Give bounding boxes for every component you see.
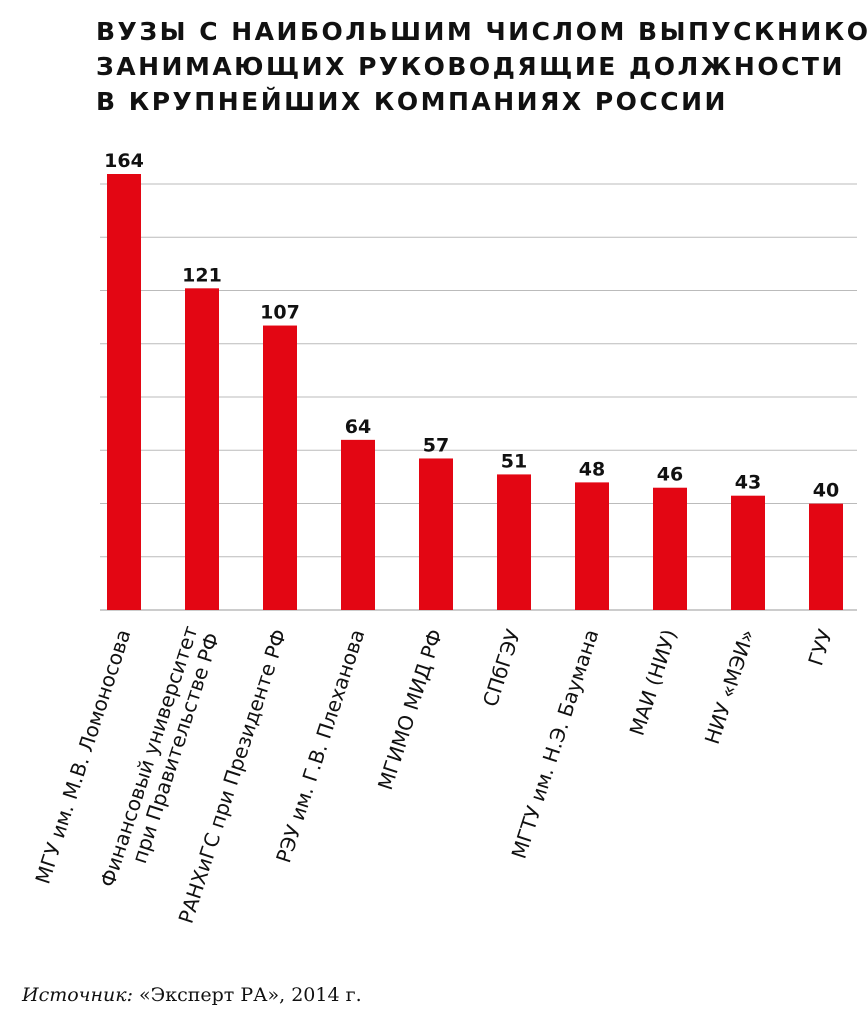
bar-3 xyxy=(341,439,375,610)
category-label-8: НИУ «МЭИ» xyxy=(700,626,760,747)
bar-1 xyxy=(185,288,219,610)
bar-5 xyxy=(497,474,531,610)
value-label-2: 107 xyxy=(260,302,300,324)
value-label-0: 164 xyxy=(104,150,144,172)
chart-title-line-2: ЗАНИМАЮЩИХ РУКОВОДЯЩИЕ ДОЛЖНОСТИ xyxy=(96,52,845,81)
data-labels: 164 121 107 64 57 51 48 46 43 40 xyxy=(104,150,839,502)
bar-7 xyxy=(653,487,687,610)
category-label-9: ГУУ xyxy=(803,626,837,668)
bar-4 xyxy=(419,458,453,610)
value-label-3: 64 xyxy=(345,416,371,438)
gridlines xyxy=(100,183,857,611)
value-label-1: 121 xyxy=(182,264,222,286)
chart-title: ВУЗЫ С НАИБОЛЬШИМ ЧИСЛОМ ВЫПУСКНИКОВ, ЗА… xyxy=(96,14,867,119)
category-label-5-line-0: СПбГЭУ xyxy=(478,626,525,709)
source-label: Источник: xyxy=(22,984,133,1006)
chart-title-line-1: ВУЗЫ С НАИБОЛЬШИМ ЧИСЛОМ ВЫПУСКНИКОВ, xyxy=(96,17,867,46)
value-label-7: 46 xyxy=(657,464,683,486)
category-label-4-line-0: МГИМО МИД РФ xyxy=(373,626,448,792)
source-text: «Эксперт РА», 2014 г. xyxy=(133,984,362,1006)
category-label-7: МАИ (НИУ) xyxy=(625,626,682,738)
value-label-4: 57 xyxy=(423,434,449,456)
category-label-4: МГИМО МИД РФ xyxy=(373,626,448,792)
source-note: Источник: «Эксперт РА», 2014 г. xyxy=(22,984,362,1006)
bar-chart: 164 121 107 64 57 51 48 46 43 40 МГУ им. М.В. Лом… xyxy=(30,150,857,926)
bar-2 xyxy=(263,325,297,610)
value-label-9: 40 xyxy=(813,480,839,502)
category-label-7-line-0: МАИ (НИУ) xyxy=(625,626,682,738)
category-label-3: РЭУ им. Г.В. Плеханова xyxy=(271,626,369,865)
value-label-5: 51 xyxy=(501,450,527,472)
category-label-5: СПбГЭУ xyxy=(478,626,525,709)
category-label-3-line-0: РЭУ им. Г.В. Плеханова xyxy=(271,626,369,865)
category-label-9-line-0: ГУУ xyxy=(803,626,837,668)
bar-6 xyxy=(575,482,609,610)
bar-9 xyxy=(809,503,843,610)
value-label-6: 48 xyxy=(579,458,605,480)
category-label-8-line-0: НИУ «МЭИ» xyxy=(700,626,760,747)
value-label-8: 43 xyxy=(735,472,761,494)
bars xyxy=(107,174,843,610)
bar-8 xyxy=(731,495,765,610)
category-label-6-line-0: МГТУ им. Н.Э. Баумана xyxy=(507,626,604,861)
bar-0 xyxy=(107,174,141,610)
category-label-6: МГТУ им. Н.Э. Баумана xyxy=(507,626,604,861)
chart-title-line-3: В КРУПНЕЙШИХ КОМПАНИЯХ РОССИИ xyxy=(96,87,728,116)
